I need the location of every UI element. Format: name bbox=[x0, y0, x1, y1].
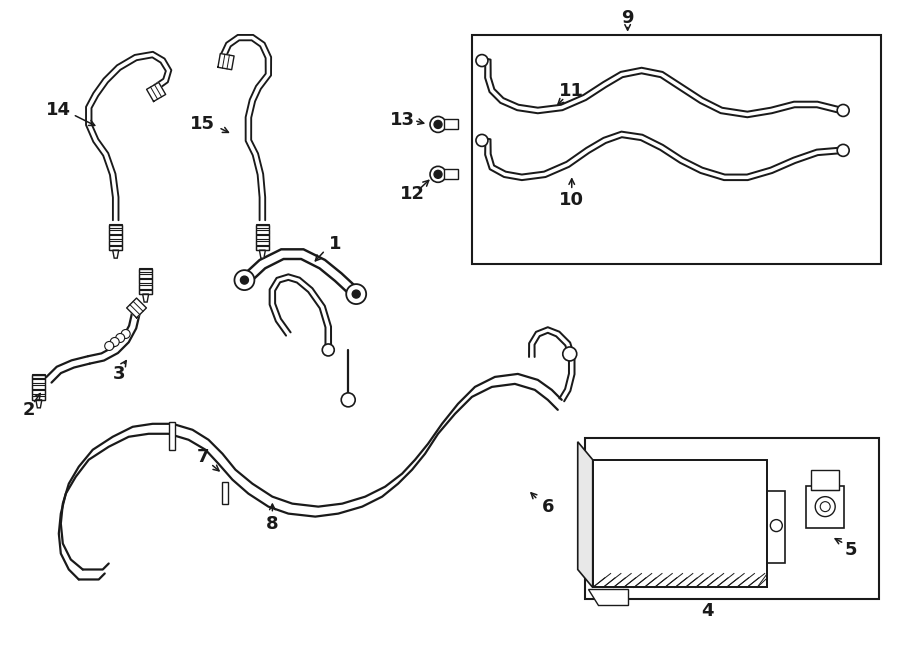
Bar bbox=[256, 246, 269, 250]
Bar bbox=[140, 290, 152, 294]
Bar bbox=[140, 268, 152, 272]
Text: 2: 2 bbox=[22, 401, 35, 419]
Bar bbox=[32, 385, 45, 389]
Polygon shape bbox=[142, 294, 148, 302]
Text: 9: 9 bbox=[621, 9, 634, 26]
Polygon shape bbox=[218, 54, 234, 70]
Bar bbox=[444, 119, 458, 130]
Circle shape bbox=[837, 144, 850, 156]
Bar bbox=[256, 230, 269, 234]
Text: 7: 7 bbox=[196, 448, 209, 466]
Text: 4: 4 bbox=[701, 602, 714, 620]
Text: 6: 6 bbox=[542, 498, 554, 516]
Circle shape bbox=[346, 284, 366, 304]
Circle shape bbox=[352, 290, 360, 298]
Bar bbox=[32, 379, 45, 383]
Text: 11: 11 bbox=[559, 81, 584, 99]
Bar bbox=[140, 269, 152, 294]
Polygon shape bbox=[259, 250, 266, 258]
Circle shape bbox=[434, 120, 442, 128]
Bar bbox=[806, 486, 844, 528]
Bar bbox=[472, 34, 881, 264]
Bar bbox=[585, 438, 879, 599]
Polygon shape bbox=[588, 589, 627, 606]
Polygon shape bbox=[127, 298, 147, 318]
Text: 1: 1 bbox=[329, 235, 341, 253]
Polygon shape bbox=[147, 82, 166, 101]
Bar bbox=[109, 224, 122, 228]
Bar bbox=[109, 225, 122, 250]
Circle shape bbox=[562, 347, 577, 361]
Polygon shape bbox=[578, 442, 593, 587]
Circle shape bbox=[116, 334, 125, 342]
Circle shape bbox=[837, 105, 850, 117]
Bar bbox=[768, 491, 786, 563]
Text: 15: 15 bbox=[190, 115, 215, 134]
Bar bbox=[222, 482, 229, 504]
Text: 5: 5 bbox=[845, 541, 858, 559]
Bar bbox=[32, 391, 45, 395]
Bar bbox=[109, 246, 122, 250]
Circle shape bbox=[815, 496, 835, 516]
Text: 8: 8 bbox=[266, 514, 279, 533]
Bar bbox=[444, 169, 458, 179]
Polygon shape bbox=[36, 400, 42, 408]
Circle shape bbox=[110, 338, 119, 346]
Bar bbox=[168, 422, 175, 449]
Bar bbox=[811, 470, 839, 490]
Polygon shape bbox=[112, 250, 119, 258]
Circle shape bbox=[122, 330, 130, 338]
Circle shape bbox=[322, 344, 334, 356]
Bar bbox=[256, 225, 269, 250]
Bar bbox=[109, 230, 122, 234]
Circle shape bbox=[434, 170, 442, 178]
Circle shape bbox=[430, 166, 446, 182]
Text: 10: 10 bbox=[559, 191, 584, 209]
Bar bbox=[593, 459, 768, 587]
Circle shape bbox=[820, 502, 830, 512]
Circle shape bbox=[104, 342, 113, 350]
Circle shape bbox=[770, 520, 782, 532]
Bar bbox=[140, 273, 152, 277]
Text: 13: 13 bbox=[390, 111, 415, 130]
Bar bbox=[140, 285, 152, 289]
Text: 12: 12 bbox=[400, 185, 425, 203]
Circle shape bbox=[430, 117, 446, 132]
Text: 3: 3 bbox=[112, 365, 125, 383]
Bar bbox=[32, 396, 45, 400]
Circle shape bbox=[240, 276, 248, 284]
Bar bbox=[109, 241, 122, 245]
Bar bbox=[140, 279, 152, 283]
Bar bbox=[32, 375, 45, 400]
Circle shape bbox=[341, 393, 356, 407]
Bar bbox=[256, 241, 269, 245]
Bar bbox=[256, 224, 269, 228]
Bar bbox=[256, 235, 269, 239]
Circle shape bbox=[476, 134, 488, 146]
Circle shape bbox=[235, 270, 255, 290]
Text: 14: 14 bbox=[46, 101, 71, 119]
Bar bbox=[593, 459, 768, 587]
Bar bbox=[32, 374, 45, 378]
Bar bbox=[109, 235, 122, 239]
Circle shape bbox=[476, 54, 488, 67]
